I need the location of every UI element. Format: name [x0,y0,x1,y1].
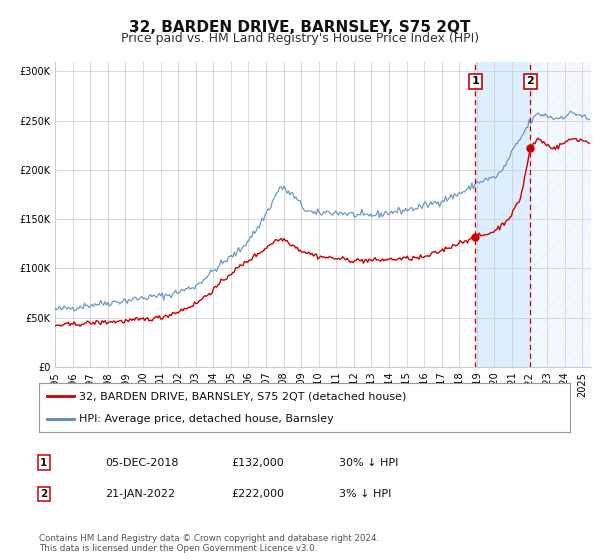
Text: 1: 1 [40,458,47,468]
Text: Price paid vs. HM Land Registry's House Price Index (HPI): Price paid vs. HM Land Registry's House … [121,32,479,45]
Bar [530,62,591,367]
Text: Contains HM Land Registry data © Crown copyright and database right 2024.
This d: Contains HM Land Registry data © Crown c… [39,534,379,553]
Text: 2: 2 [527,76,534,86]
Text: 1: 1 [472,76,479,86]
Text: 21-JAN-2022: 21-JAN-2022 [105,489,175,499]
Text: 32, BARDEN DRIVE, BARNSLEY, S75 2QT: 32, BARDEN DRIVE, BARNSLEY, S75 2QT [129,20,471,35]
Text: 3% ↓ HPI: 3% ↓ HPI [339,489,391,499]
Text: HPI: Average price, detached house, Barnsley: HPI: Average price, detached house, Barn… [79,414,334,424]
Text: £222,000: £222,000 [231,489,284,499]
Text: 30% ↓ HPI: 30% ↓ HPI [339,458,398,468]
Text: 05-DEC-2018: 05-DEC-2018 [105,458,179,468]
Text: £132,000: £132,000 [231,458,284,468]
Bar [475,62,530,367]
Text: 32, BARDEN DRIVE, BARNSLEY, S75 2QT (detached house): 32, BARDEN DRIVE, BARNSLEY, S75 2QT (det… [79,391,406,402]
Text: 2: 2 [40,489,47,499]
